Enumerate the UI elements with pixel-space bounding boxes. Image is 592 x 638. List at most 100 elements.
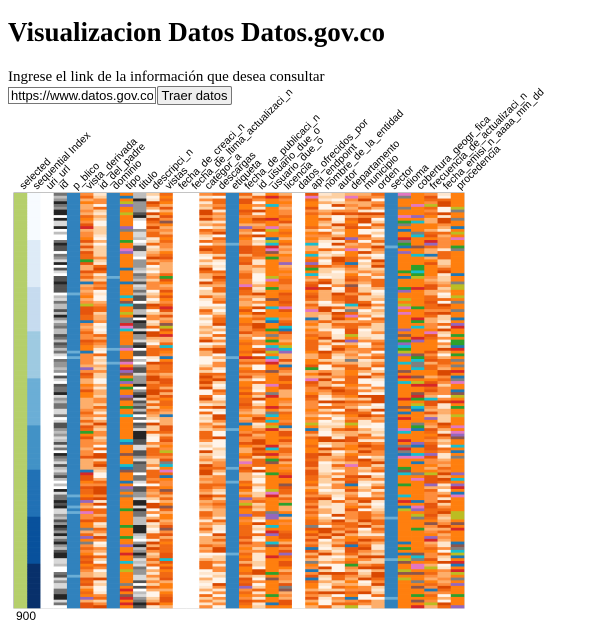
heatmap-cell <box>265 259 280 263</box>
heatmap-cell <box>53 339 68 343</box>
heatmap-cell <box>159 486 174 490</box>
heatmap-cell <box>411 217 425 221</box>
heatmap-cell <box>172 527 187 531</box>
heatmap-cell <box>331 596 346 600</box>
heatmap-cell <box>252 350 266 354</box>
heatmap-cell <box>186 386 200 390</box>
heatmap-cell <box>212 248 227 252</box>
heatmap-cell <box>424 577 438 581</box>
heatmap-cell <box>411 209 425 213</box>
heatmap-cell <box>358 284 372 288</box>
heatmap-cell <box>239 394 253 399</box>
heatmap-cell <box>172 469 187 473</box>
heatmap-cell <box>371 253 385 257</box>
heatmap-cell <box>239 461 253 465</box>
heatmap-cell <box>252 489 266 493</box>
heatmap-cell <box>212 505 227 509</box>
heatmap-cell <box>159 502 174 506</box>
heatmap-cell <box>437 522 452 526</box>
heatmap-cell <box>172 347 187 351</box>
heatmap-cell <box>252 270 266 274</box>
heatmap-cell <box>344 231 359 235</box>
heatmap-cell <box>239 278 253 282</box>
heatmap-cell <box>199 583 213 587</box>
heatmap-cell <box>106 602 121 606</box>
heatmap-cell <box>278 544 293 548</box>
url-input[interactable] <box>8 87 156 104</box>
heatmap-cell <box>159 204 174 208</box>
fetch-data-button[interactable]: Traer datos <box>157 86 232 105</box>
heatmap-cell <box>358 320 372 324</box>
heatmap-cell <box>172 367 187 371</box>
heatmap-cell <box>358 549 372 553</box>
heatmap-cell <box>66 442 81 446</box>
heatmap-cell <box>186 281 200 285</box>
heatmap-cell <box>291 193 306 197</box>
heatmap-cell <box>14 284 28 288</box>
heatmap-cell <box>133 270 147 274</box>
heatmap-cell <box>384 253 399 257</box>
heatmap-cell <box>265 419 280 423</box>
heatmap-cell <box>371 594 385 598</box>
heatmap-cell <box>212 489 227 493</box>
heatmap-cell <box>344 585 359 589</box>
heatmap-cell <box>278 278 293 282</box>
heatmap-cell <box>146 516 160 520</box>
heatmap-cell <box>159 497 174 501</box>
heatmap-cell <box>291 566 306 570</box>
heatmap-cell <box>265 281 280 285</box>
heatmap-cell <box>358 350 372 354</box>
heatmap-cell <box>239 414 253 418</box>
heatmap-cell <box>344 251 359 255</box>
heatmap-cell <box>133 566 147 570</box>
heatmap-cell <box>40 544 55 548</box>
heatmap-cell <box>305 508 319 512</box>
heatmap-cell <box>172 228 187 233</box>
heatmap-cell <box>80 212 94 216</box>
heatmap-cell <box>424 394 438 399</box>
heatmap-cell <box>159 284 174 288</box>
heatmap-cell <box>27 397 41 401</box>
heatmap-cell <box>411 428 425 432</box>
heatmap-cell <box>252 281 266 285</box>
heatmap-cell <box>27 193 41 197</box>
heatmap-cell <box>305 231 319 235</box>
heatmap-cell <box>371 195 385 199</box>
heatmap-cell <box>318 442 332 446</box>
heatmap-cell <box>397 483 412 487</box>
heatmap-cell <box>291 442 306 446</box>
heatmap-cell <box>397 511 412 515</box>
heatmap-cell <box>119 525 134 529</box>
heatmap-cell <box>212 394 227 399</box>
heatmap-cell <box>119 353 134 357</box>
heatmap-cell <box>53 320 68 324</box>
heatmap-cell <box>106 447 121 451</box>
heatmap-cell <box>331 436 346 440</box>
heatmap-cell <box>199 464 213 468</box>
heatmap-cell <box>27 217 41 221</box>
heatmap-cell <box>225 217 240 221</box>
heatmap-cell <box>331 591 346 595</box>
heatmap-cell <box>106 472 121 476</box>
heatmap-cell <box>437 361 452 365</box>
heatmap-cell <box>40 317 55 321</box>
heatmap-cell <box>278 201 293 205</box>
heatmap-cell <box>424 519 438 523</box>
heatmap-cell <box>265 394 280 399</box>
heatmap-cell <box>318 251 332 255</box>
heatmap-cell <box>265 397 280 401</box>
heatmap-cell <box>27 317 41 321</box>
heatmap-cell <box>40 594 55 598</box>
heatmap-cell <box>252 198 266 202</box>
heatmap-cell <box>199 439 213 443</box>
heatmap-cell <box>172 516 187 520</box>
heatmap-cell <box>318 444 332 448</box>
heatmap-cell <box>397 408 412 412</box>
heatmap-cell <box>212 486 227 490</box>
heatmap-cell <box>305 278 319 282</box>
heatmap-cell <box>265 204 280 208</box>
heatmap-cell <box>318 328 332 332</box>
heatmap-cell <box>186 367 200 371</box>
heatmap-cell <box>278 408 293 412</box>
heatmap-cell <box>146 439 160 443</box>
